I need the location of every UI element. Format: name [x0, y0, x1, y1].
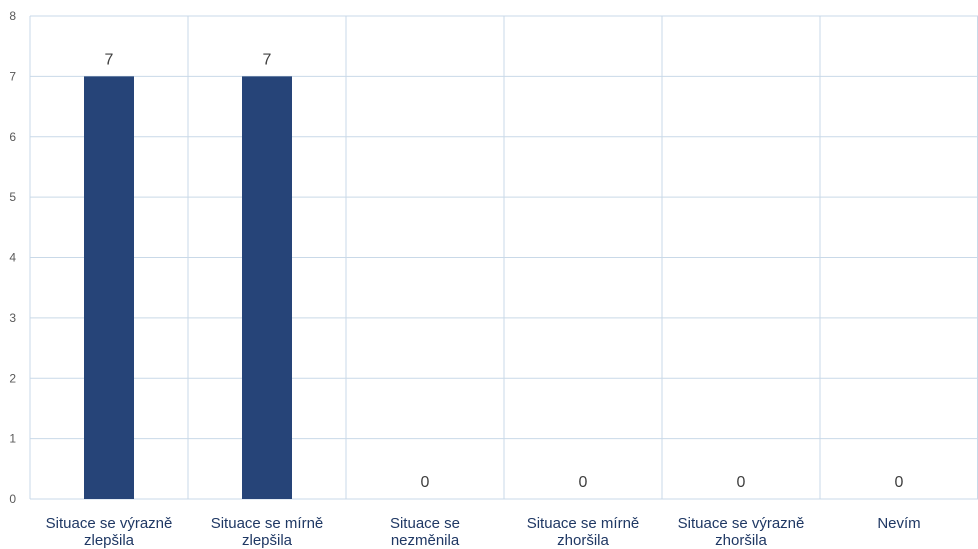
y-tick-label: 8 — [9, 9, 16, 23]
y-tick-label: 2 — [9, 371, 16, 385]
category-label: zlepšila — [84, 532, 135, 549]
category-label: Situace se výrazně — [678, 515, 805, 532]
bar — [242, 76, 292, 499]
data-label: 7 — [263, 51, 272, 68]
bars — [84, 76, 292, 499]
category-label: Situace se mírně — [211, 515, 324, 532]
data-label: 7 — [105, 51, 114, 68]
grid-lines — [29, 15, 978, 500]
category-label: zhoršila — [557, 532, 609, 549]
category-label: nezměnila — [391, 532, 460, 549]
y-tick-label: 1 — [9, 432, 16, 446]
data-label: 0 — [421, 474, 430, 491]
y-tick-label: 4 — [9, 251, 16, 265]
category-label: Situace se mírně — [527, 515, 640, 532]
data-label: 0 — [895, 474, 904, 491]
data-label: 0 — [737, 474, 746, 491]
category-label: Situace se výrazně — [46, 515, 173, 532]
y-tick-label: 5 — [9, 190, 16, 204]
category-label: Nevím — [877, 515, 920, 532]
bar — [84, 76, 134, 499]
y-tick-label: 7 — [9, 69, 16, 83]
data-label: 0 — [579, 474, 588, 491]
y-tick-label: 3 — [9, 311, 16, 325]
category-label: Situace se — [390, 515, 460, 532]
data-labels: 7 7 0 0 0 0 — [105, 51, 904, 491]
y-axis-ticks: 0 1 2 3 4 5 6 7 8 — [9, 9, 16, 506]
y-tick-label: 6 — [9, 130, 16, 144]
category-label: zlepšila — [242, 532, 293, 549]
category-label: zhoršila — [715, 532, 767, 549]
y-tick-label: 0 — [9, 492, 16, 506]
